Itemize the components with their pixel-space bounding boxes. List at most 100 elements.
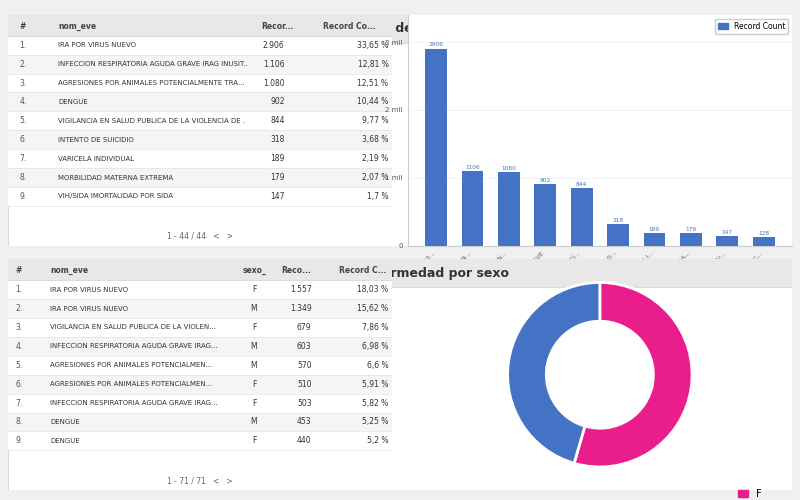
Legend: F, M: F, M: [734, 485, 768, 500]
Text: VARICELA INDIVIDUAL: VARICELA INDIVIDUAL: [58, 156, 134, 162]
Text: 510: 510: [297, 380, 312, 388]
Text: DENGUE: DENGUE: [50, 419, 80, 425]
Text: 8.: 8.: [19, 173, 26, 182]
Text: F: F: [252, 323, 256, 332]
Text: 9,77 %: 9,77 %: [362, 116, 389, 126]
Text: INFECCION RESPIRATORIA AGUDA GRAVE IRAG INUSIT..: INFECCION RESPIRATORIA AGUDA GRAVE IRAG …: [58, 61, 248, 67]
Text: 453: 453: [297, 418, 312, 426]
Text: 440: 440: [297, 436, 312, 446]
Text: 318: 318: [270, 135, 285, 144]
Text: 1.080: 1.080: [263, 78, 285, 88]
Text: IRA POR VIRUS NUEVO: IRA POR VIRUS NUEVO: [50, 286, 128, 292]
Text: 2,19 %: 2,19 %: [362, 154, 389, 163]
FancyBboxPatch shape: [8, 318, 392, 337]
Text: 6,98 %: 6,98 %: [362, 342, 389, 351]
FancyBboxPatch shape: [8, 394, 392, 412]
Text: VIGILANCIA EN SALUD PUBLICA DE LA VIOLENCIA DE .: VIGILANCIA EN SALUD PUBLICA DE LA VIOLEN…: [58, 118, 245, 124]
Text: nom_eve: nom_eve: [50, 266, 88, 275]
Text: INTENTO DE SUICIDIO: INTENTO DE SUICIDIO: [58, 136, 134, 142]
Text: 3,68 %: 3,68 %: [362, 135, 389, 144]
FancyBboxPatch shape: [8, 112, 392, 130]
Text: 4.: 4.: [16, 342, 23, 351]
Text: 45,5%: 45,5%: [544, 362, 578, 372]
Text: 8.: 8.: [16, 418, 23, 426]
Text: Recor...: Recor...: [262, 22, 294, 31]
Text: 5,82 %: 5,82 %: [362, 398, 389, 407]
FancyBboxPatch shape: [8, 260, 792, 287]
Text: 18,03 %: 18,03 %: [358, 285, 389, 294]
Text: AGRESIONES POR ANIMALES POTENCIALMEN...: AGRESIONES POR ANIMALES POTENCIALMEN...: [50, 362, 213, 368]
Text: VIH/SIDA IMORTALIDAD POR SIDA: VIH/SIDA IMORTALIDAD POR SIDA: [58, 194, 173, 200]
Text: Record C...: Record C...: [338, 266, 386, 275]
FancyBboxPatch shape: [8, 74, 392, 92]
Text: 5,25 %: 5,25 %: [362, 418, 389, 426]
Text: Reco...: Reco...: [281, 266, 310, 275]
Text: 7.: 7.: [19, 154, 26, 163]
FancyBboxPatch shape: [8, 92, 392, 112]
Text: 679: 679: [297, 323, 312, 332]
Text: VIGILANCIA EN SALUD PUBLICA DE LA VIOLEN...: VIGILANCIA EN SALUD PUBLICA DE LA VIOLEN…: [50, 324, 216, 330]
Text: 4.: 4.: [19, 98, 26, 106]
Bar: [643, 233, 666, 245]
FancyBboxPatch shape: [8, 130, 392, 149]
Text: 12,51 %: 12,51 %: [358, 78, 389, 88]
Text: #: #: [19, 22, 26, 31]
Text: 1.349: 1.349: [290, 304, 312, 313]
Text: Casos de enfermedad por sexo: Casos de enfermedad por sexo: [291, 267, 509, 280]
Text: 10,44 %: 10,44 %: [358, 98, 389, 106]
Text: 1.557: 1.557: [290, 285, 312, 294]
FancyBboxPatch shape: [8, 374, 392, 394]
Text: IRA POR VIRUS NUEVO: IRA POR VIRUS NUEVO: [50, 306, 128, 312]
Text: 189: 189: [270, 154, 285, 163]
Text: F: F: [252, 380, 256, 388]
Text: 7.: 7.: [16, 398, 23, 407]
Text: 12,81 %: 12,81 %: [358, 60, 389, 68]
Text: 1106: 1106: [465, 164, 480, 170]
FancyBboxPatch shape: [8, 42, 792, 246]
Text: 6.: 6.: [19, 135, 26, 144]
Text: 603: 603: [297, 342, 312, 351]
Text: 2.: 2.: [16, 304, 23, 313]
Text: 1.: 1.: [16, 285, 23, 294]
Text: #: #: [16, 266, 22, 275]
Text: 33,65 %: 33,65 %: [357, 40, 389, 50]
FancyBboxPatch shape: [8, 149, 392, 168]
Text: 2906: 2906: [429, 42, 443, 48]
Bar: [716, 236, 738, 246]
Text: 2.: 2.: [19, 60, 26, 68]
Text: 6.: 6.: [16, 380, 23, 388]
Text: 9.: 9.: [19, 192, 26, 201]
Text: 902: 902: [540, 178, 551, 184]
Text: F: F: [252, 436, 256, 446]
FancyBboxPatch shape: [8, 412, 392, 432]
Text: INFECCION RESPIRATORIA AGUDA GRAVE IRAG...: INFECCION RESPIRATORIA AGUDA GRAVE IRAG.…: [50, 400, 218, 406]
Text: IRA POR VIRUS NUEVO: IRA POR VIRUS NUEVO: [58, 42, 136, 48]
Text: 5,2 %: 5,2 %: [367, 436, 389, 446]
Text: M: M: [250, 361, 258, 370]
Bar: [680, 234, 702, 245]
Text: 1.106: 1.106: [263, 60, 285, 68]
Text: nom_eve: nom_eve: [58, 22, 96, 31]
Wedge shape: [508, 282, 600, 464]
Text: 6,6 %: 6,6 %: [367, 361, 389, 370]
Text: F: F: [252, 398, 256, 407]
Text: M: M: [250, 418, 258, 426]
FancyBboxPatch shape: [8, 36, 392, 54]
Text: MORBILIDAD MATERNA EXTREMA: MORBILIDAD MATERNA EXTREMA: [58, 174, 173, 180]
Text: 318: 318: [613, 218, 624, 223]
Text: DENGUE: DENGUE: [50, 438, 80, 444]
Text: 179: 179: [270, 173, 285, 182]
Text: DENGUE: DENGUE: [58, 99, 88, 105]
Text: 3.: 3.: [19, 78, 26, 88]
FancyBboxPatch shape: [8, 187, 392, 206]
FancyBboxPatch shape: [8, 17, 392, 36]
Bar: [607, 224, 629, 246]
Text: 1.: 1.: [19, 40, 26, 50]
Text: 54,5%: 54,5%: [620, 381, 654, 391]
Text: Record Co...: Record Co...: [323, 22, 376, 31]
Bar: [753, 237, 774, 246]
FancyBboxPatch shape: [8, 287, 792, 490]
Text: 2.906: 2.906: [263, 40, 285, 50]
Text: 1080: 1080: [502, 166, 516, 172]
FancyBboxPatch shape: [8, 54, 392, 74]
